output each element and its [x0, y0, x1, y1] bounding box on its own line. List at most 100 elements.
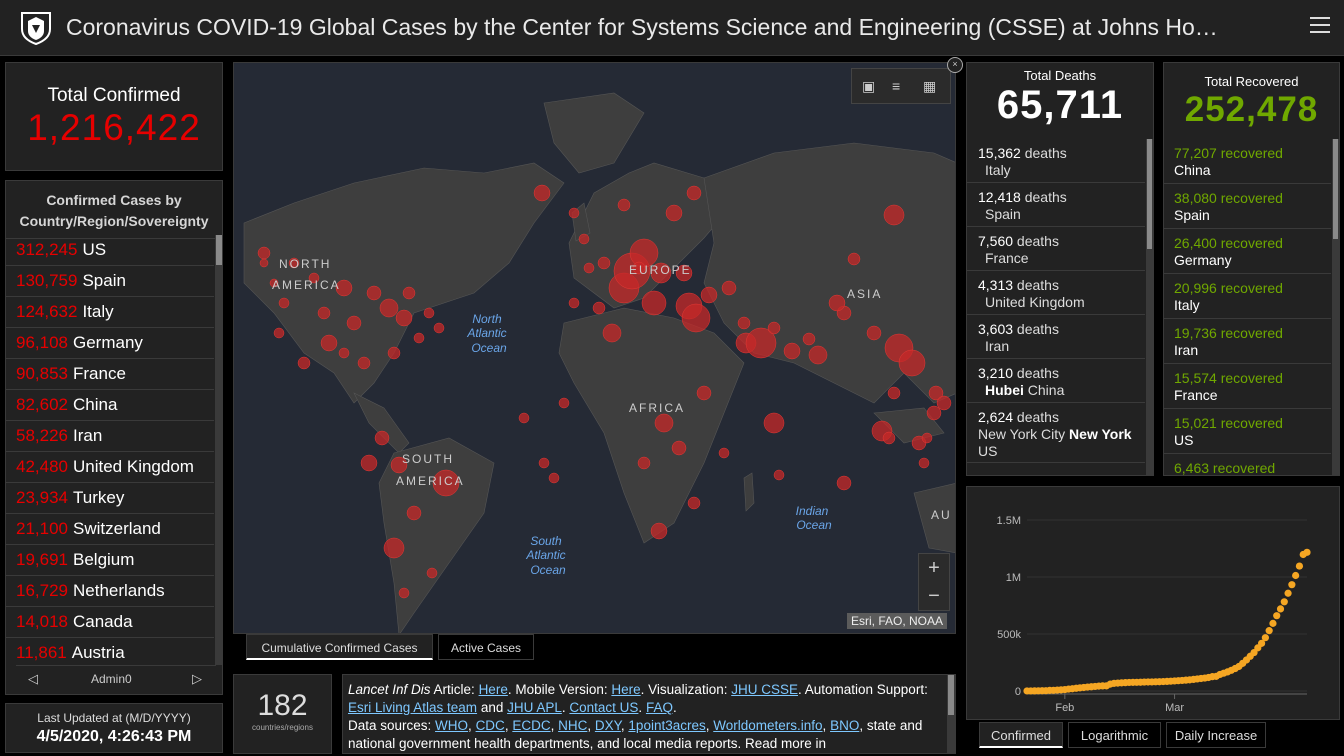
chart-point[interactable] — [1284, 589, 1292, 597]
case-bubble[interactable] — [918, 457, 930, 469]
case-bubble[interactable] — [548, 472, 560, 484]
case-bubble[interactable] — [288, 257, 300, 269]
country-row[interactable]: 124,632 Italy — [6, 297, 214, 328]
jhu-csse-link[interactable]: JHU CSSE — [731, 682, 798, 697]
country-row[interactable]: 23,934 Turkey — [6, 483, 214, 514]
article-link[interactable]: Here — [478, 682, 508, 697]
case-bubble[interactable] — [568, 297, 580, 309]
case-bubble[interactable] — [847, 252, 861, 266]
tab-chart-daily-increase[interactable]: Daily Increase — [1166, 722, 1266, 748]
close-icon[interactable]: × — [947, 57, 963, 73]
cdc-link[interactable]: CDC — [475, 718, 505, 733]
case-bubble[interactable] — [802, 332, 816, 346]
chart-point[interactable] — [1273, 612, 1281, 620]
case-bubble[interactable] — [866, 325, 882, 341]
case-bubble[interactable] — [883, 204, 905, 226]
case-bubble[interactable] — [538, 457, 550, 469]
case-bubble[interactable] — [650, 522, 668, 540]
qr-grid-icon[interactable]: ▦ — [923, 78, 937, 94]
case-bubble[interactable] — [617, 198, 631, 212]
tab-chart-logarithmic[interactable]: Logarithmic — [1068, 722, 1161, 748]
faq-link[interactable]: FAQ — [645, 700, 673, 715]
case-bubble[interactable] — [308, 272, 320, 284]
recovered-list[interactable]: 77,207 recovered China 38,080 recovered Spa… — [1164, 139, 1331, 475]
case-bubble[interactable] — [432, 469, 460, 497]
country-row[interactable]: 58,226 Iran — [6, 421, 214, 452]
case-bubble[interactable] — [675, 264, 693, 282]
case-bubble[interactable] — [681, 303, 711, 333]
country-row[interactable]: 19,691 Belgium — [6, 545, 214, 576]
tab-cumulative-confirmed[interactable]: Cumulative Confirmed Cases — [246, 634, 433, 660]
1point3acres-link[interactable]: 1point3acres — [628, 718, 706, 733]
esri-living-atlas-link[interactable]: Esri Living Atlas team — [348, 700, 478, 715]
zoom-out-button[interactable]: − — [928, 585, 940, 607]
country-row[interactable]: 11,861 Austria — [6, 638, 214, 665]
case-bubble[interactable] — [383, 537, 405, 559]
case-bubble[interactable] — [273, 327, 285, 339]
case-bubble[interactable] — [898, 349, 926, 377]
case-bubble[interactable] — [686, 185, 702, 201]
case-bubble[interactable] — [278, 297, 290, 309]
case-bubble[interactable] — [597, 256, 611, 270]
case-bubble[interactable] — [357, 356, 371, 370]
case-bubble[interactable] — [398, 587, 410, 599]
case-bubble[interactable] — [257, 246, 271, 260]
case-bubble[interactable] — [338, 347, 350, 359]
case-bubble[interactable] — [360, 454, 378, 472]
country-list-scrollbar-thumb[interactable] — [216, 235, 222, 265]
case-bubble[interactable] — [558, 397, 570, 409]
case-bubble[interactable] — [696, 385, 712, 401]
case-bubble[interactable] — [745, 327, 777, 359]
bno-link[interactable]: BNO — [830, 718, 860, 733]
deaths-row[interactable]: 15,362 deaths Italy — [967, 139, 1145, 183]
case-bubble[interactable] — [320, 334, 338, 352]
case-bubble[interactable] — [390, 456, 408, 474]
case-bubble[interactable] — [836, 475, 852, 491]
country-row[interactable]: 130,759 Spain — [6, 266, 214, 297]
chart-point[interactable] — [1269, 619, 1277, 627]
country-list-scrollbar[interactable] — [215, 235, 223, 665]
case-bubble[interactable] — [592, 301, 606, 315]
zoom-in-button[interactable]: + — [928, 557, 940, 579]
contact-us-link[interactable]: Contact US — [569, 700, 639, 715]
recovered-list-scrollbar[interactable] — [1332, 139, 1339, 475]
tab-chart-confirmed[interactable]: Confirmed — [979, 722, 1063, 748]
case-bubble[interactable] — [671, 440, 687, 456]
country-row[interactable]: 14,018 Canada — [6, 607, 214, 638]
mobile-version-link[interactable]: Here — [611, 682, 641, 697]
case-bubble[interactable] — [269, 278, 279, 288]
case-bubble[interactable] — [632, 261, 646, 275]
recovered-row[interactable]: 15,021 recovered US — [1164, 409, 1331, 454]
deaths-list[interactable]: 15,362 deaths Italy 12,418 deaths Spain 7,56… — [967, 139, 1145, 475]
case-bubble[interactable] — [828, 294, 846, 312]
chevron-right-icon[interactable]: ▷ — [192, 671, 202, 686]
chart-point[interactable] — [1295, 562, 1304, 570]
chart-point[interactable] — [1303, 548, 1311, 556]
hamburger-menu-icon[interactable] — [1310, 17, 1330, 37]
case-bubble[interactable] — [602, 323, 622, 343]
country-row[interactable]: 21,100 Switzerland — [6, 514, 214, 545]
country-row[interactable]: 82,602 China — [6, 390, 214, 421]
case-bubble[interactable] — [402, 286, 416, 300]
recovered-row[interactable]: 77,207 recovered China — [1164, 139, 1331, 184]
case-bubble[interactable] — [767, 321, 781, 335]
case-bubble[interactable] — [518, 412, 530, 424]
info-scrollbar[interactable] — [947, 675, 955, 753]
case-bubble[interactable] — [763, 412, 785, 434]
deaths-list-scrollbar-thumb[interactable] — [1147, 139, 1152, 249]
case-bubble[interactable] — [406, 505, 422, 521]
case-bubble[interactable] — [423, 307, 435, 319]
case-bubble[interactable] — [665, 204, 683, 222]
case-bubble[interactable] — [687, 496, 701, 510]
country-row[interactable]: 16,729 Netherlands — [6, 576, 214, 607]
case-bubble[interactable] — [887, 386, 901, 400]
map-canvas[interactable]: NORTH AMERICA SOUTH AMERICA EUROPE ASIA … — [234, 63, 956, 634]
country-row[interactable]: 312,245 US — [6, 235, 214, 266]
info-scrollbar-thumb[interactable] — [948, 675, 954, 715]
case-bubble[interactable] — [395, 309, 413, 327]
recovered-row[interactable]: 15,574 recovered France — [1164, 364, 1331, 409]
chart-point[interactable] — [1288, 581, 1296, 589]
nhc-link[interactable]: NHC — [558, 718, 588, 733]
case-bubble[interactable] — [366, 285, 382, 301]
jhu-apl-link[interactable]: JHU APL — [507, 700, 562, 715]
